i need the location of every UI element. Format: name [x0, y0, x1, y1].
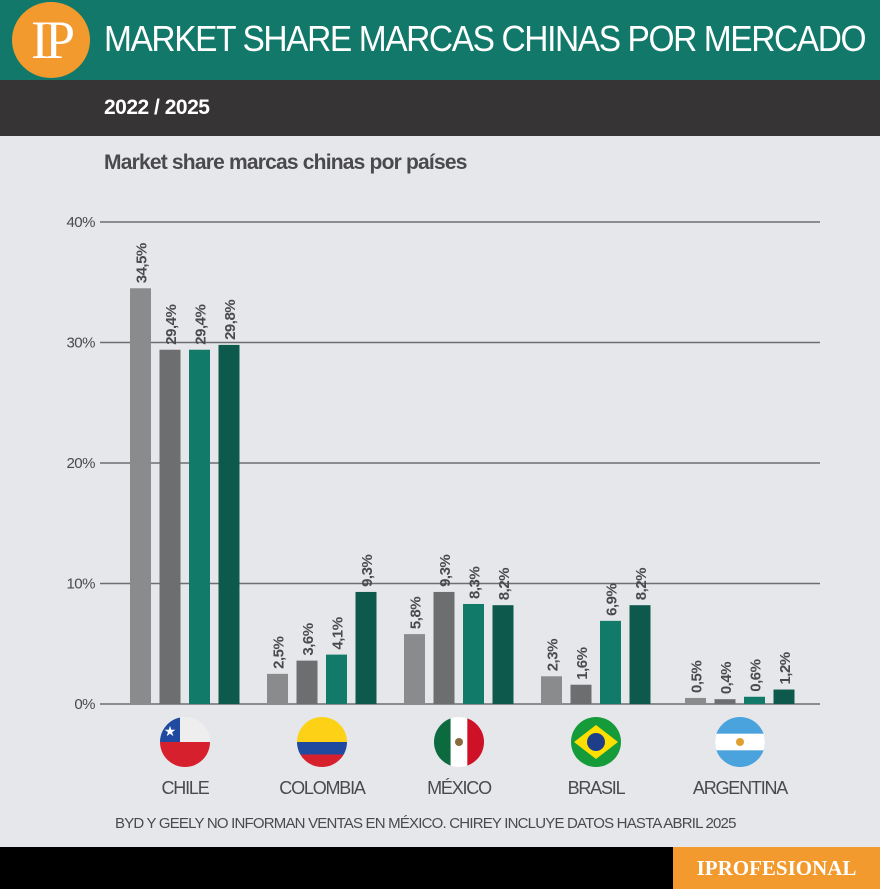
bar [773, 689, 795, 704]
svg-text:★: ★ [164, 723, 177, 739]
data-label: 0,6% [748, 659, 765, 691]
argentina-flag-icon [715, 717, 765, 767]
category-label: MÉXICO [427, 778, 492, 798]
data-label: 8,2% [633, 568, 650, 600]
chile-flag-icon: ★ [160, 717, 210, 767]
bar [600, 620, 621, 704]
bar [189, 349, 210, 704]
data-label: 29,4% [163, 305, 180, 345]
data-label: 34,5% [134, 243, 151, 283]
data-label: 9,3% [359, 555, 376, 587]
period-bar: 2022 / 2025 [0, 80, 880, 136]
bar [326, 654, 347, 704]
page-title: MARKET SHARE MARCAS CHINAS POR MERCADO [104, 18, 867, 59]
data-label: 4,1% [330, 617, 347, 649]
bar [355, 591, 377, 704]
bar [267, 673, 288, 704]
data-label: 1,2% [777, 652, 794, 684]
footnote: BYD Y GEELY NO INFORMAN VENTAS EN MÉXICO… [115, 815, 736, 832]
data-label: 1,6% [574, 647, 591, 679]
bar [130, 288, 151, 704]
data-label: 29,4% [193, 305, 210, 345]
data-label: 8,2% [496, 568, 513, 600]
data-label: 2,3% [545, 639, 562, 671]
mexico-flag-icon [434, 717, 484, 767]
bar [629, 605, 651, 704]
data-label: 29,8% [222, 300, 239, 340]
ip-logo: IP [12, 2, 90, 78]
footer-bar: IPROFESIONAL [0, 847, 880, 889]
bar [404, 634, 425, 704]
y-tick-label: 10% [66, 576, 95, 593]
data-label: 5,8% [408, 597, 425, 629]
category-label: COLOMBIA [279, 778, 366, 798]
chart-title: Market share marcas chinas por países [104, 151, 467, 174]
y-tick-label: 0% [74, 696, 95, 713]
data-label: 3,6% [300, 623, 317, 655]
brazil-flag-icon [571, 717, 621, 767]
data-label: 9,3% [437, 555, 454, 587]
data-label: 2,5% [271, 637, 288, 669]
data-label: 0,4% [718, 662, 735, 694]
bar-chart: 0% 10% 20% 30% 40% 34,5% 29,4% 29,4% 29,8% ★ CHILE… [66, 214, 820, 798]
bar [296, 660, 318, 704]
bar [433, 591, 455, 704]
bar [492, 605, 514, 704]
period-label: 2022 / 2025 [104, 96, 210, 119]
bar [570, 684, 592, 704]
bar [541, 676, 562, 704]
bar [218, 344, 240, 704]
header-bar: IP MARKET SHARE MARCAS CHINAS POR MERCAD… [0, 0, 880, 80]
y-tick-label: 40% [66, 214, 95, 231]
bar [714, 699, 736, 704]
bar [685, 697, 706, 704]
bar [744, 696, 765, 704]
category-label: ARGENTINA [693, 778, 788, 798]
y-tick-label: 30% [66, 335, 95, 352]
bar [463, 603, 484, 704]
brand-logo: IPROFESIONAL [673, 847, 880, 889]
y-tick-label: 20% [66, 455, 95, 472]
category-label: CHILE [161, 778, 209, 798]
bar [159, 349, 181, 704]
colombia-flag-icon [297, 717, 347, 767]
category-label: BRASIL [568, 778, 626, 798]
data-label: 8,3% [467, 567, 484, 599]
data-label: 0,5% [689, 661, 706, 693]
data-label: 6,9% [604, 584, 621, 616]
